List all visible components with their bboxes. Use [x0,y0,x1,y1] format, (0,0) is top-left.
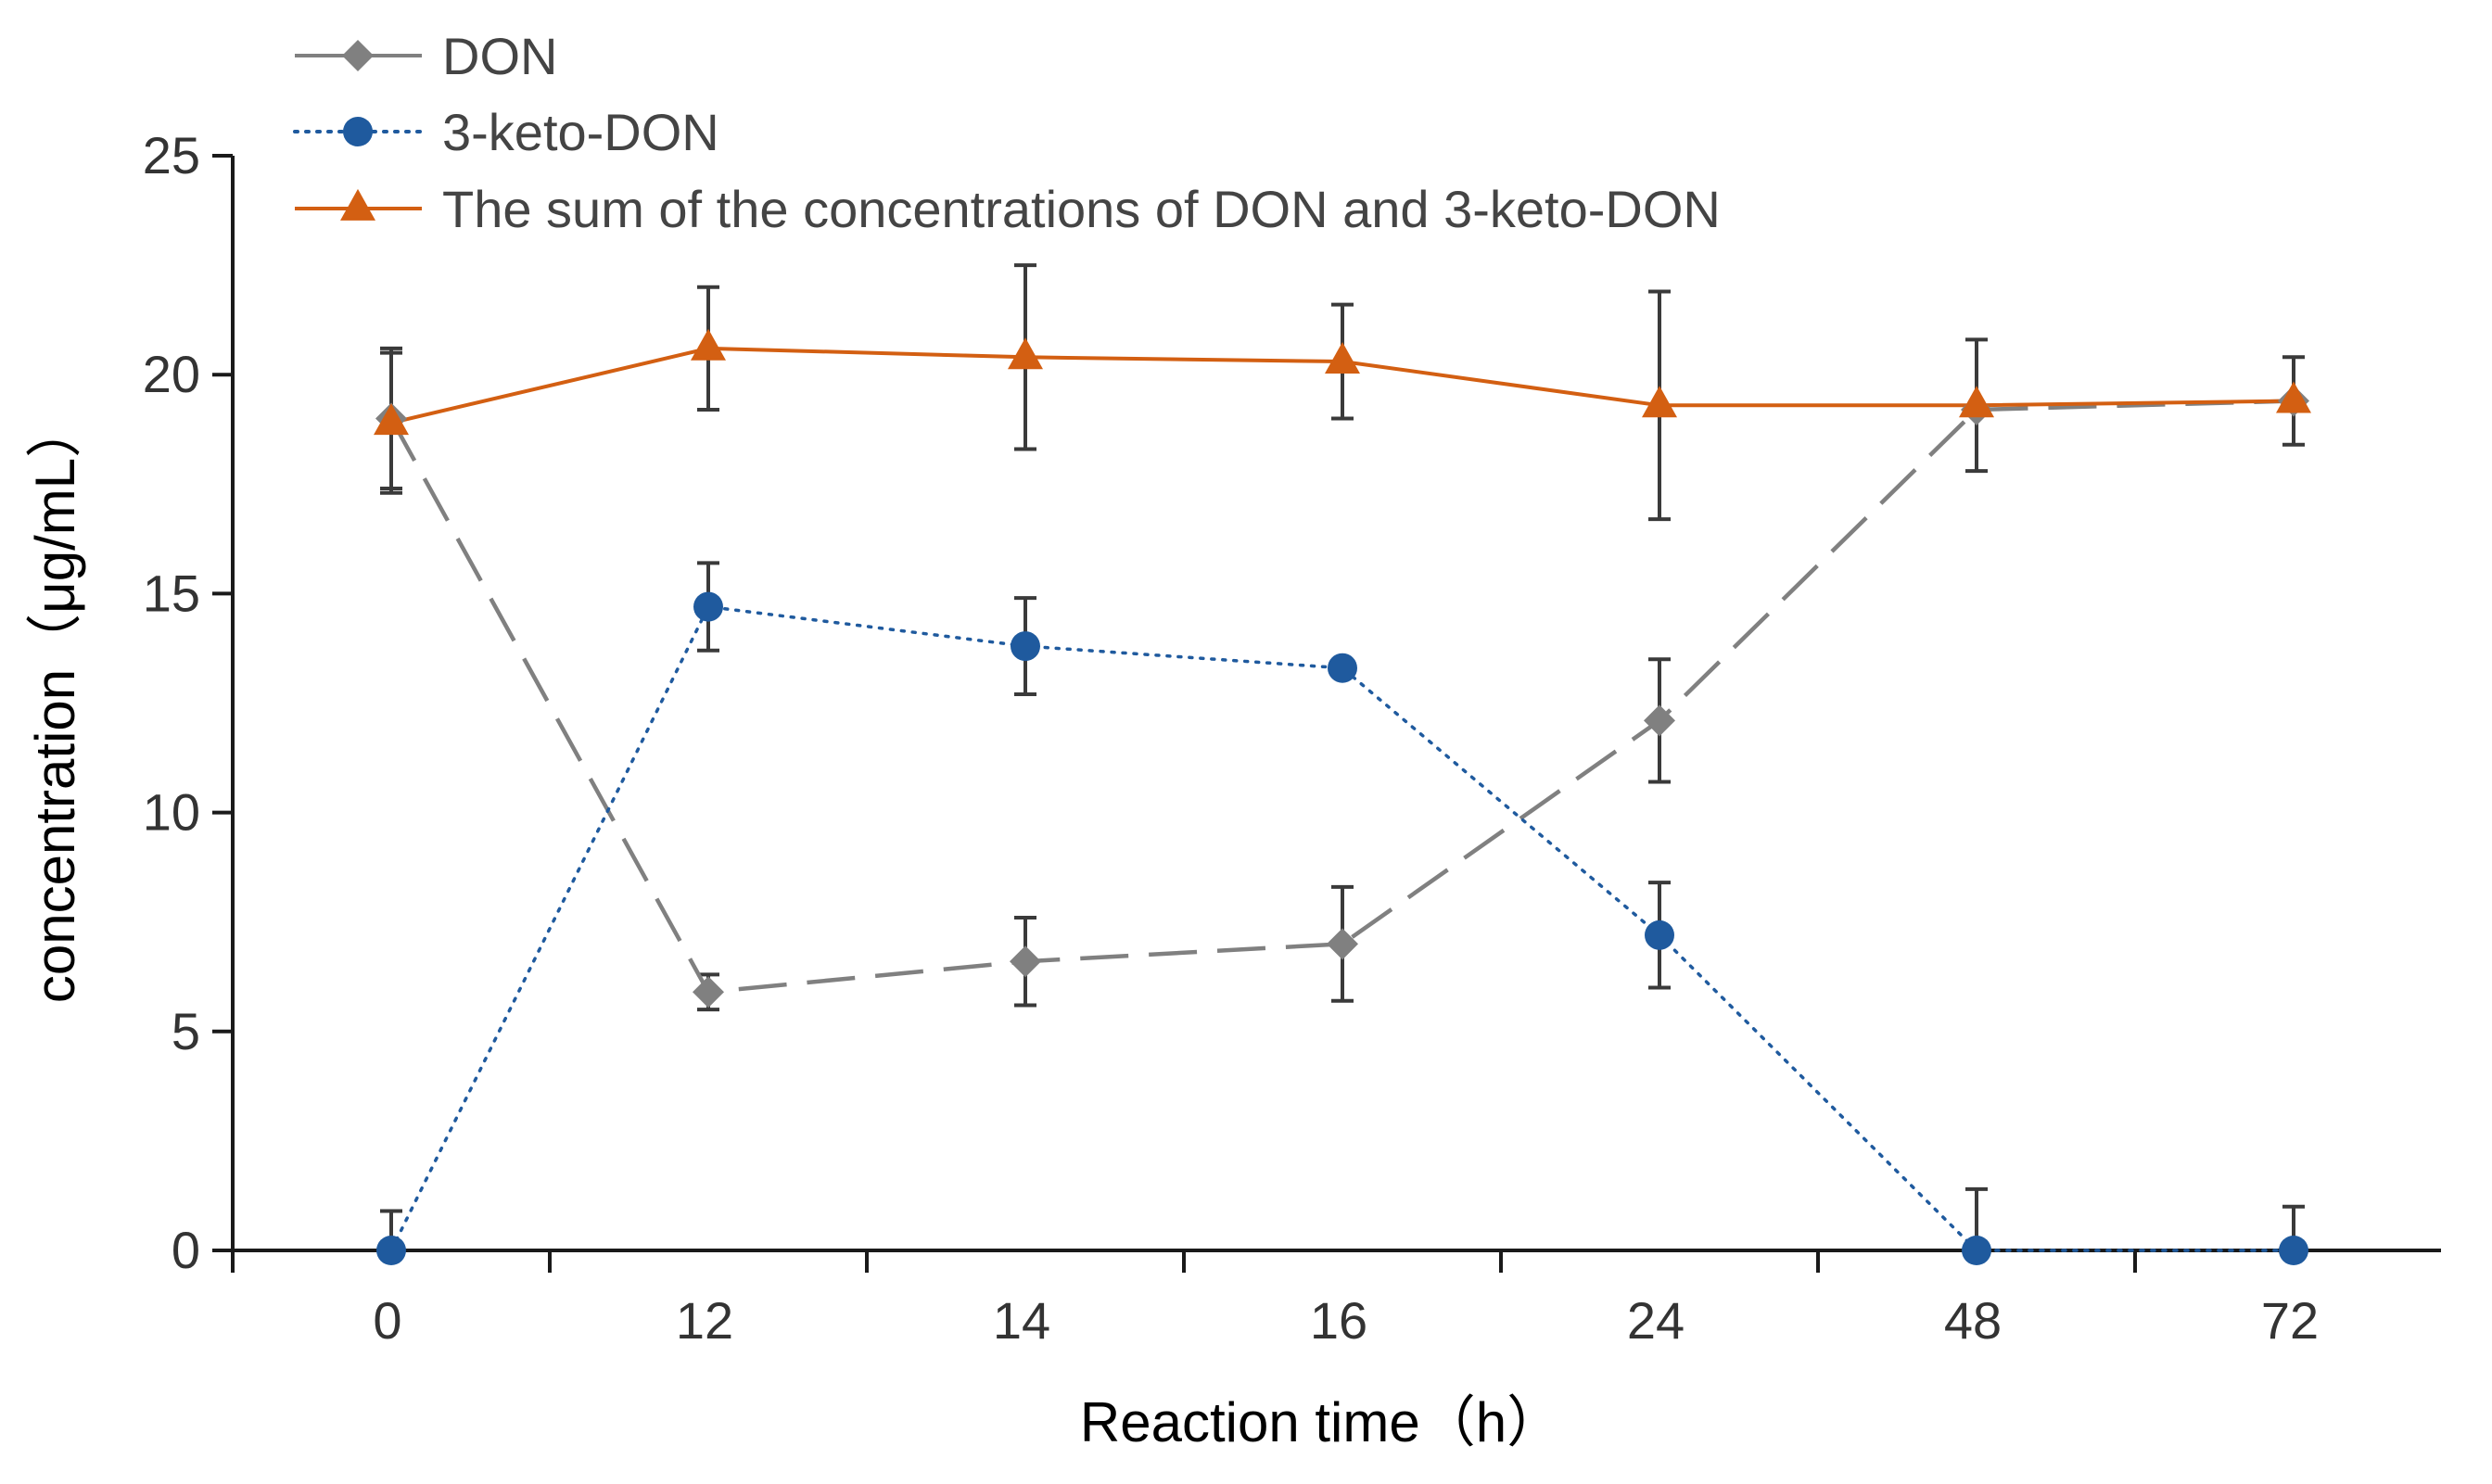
y-tick-label: 0 [172,1221,200,1279]
x-axis-title: Reaction time（h） [1080,1391,1562,1453]
legend-marker [340,188,375,221]
legend-item-keto-don: 3-keto-DON [293,103,719,161]
x-tick-label: 16 [1310,1291,1367,1350]
x-tick-label: 12 [676,1291,733,1350]
data-point-keto-don [1962,1236,1991,1265]
data-point-sum [1959,386,1994,418]
data-point-keto-don [693,591,723,622]
legend-item-sum: The sum of the concentrations of DON and… [295,180,1721,238]
y-tick-label: 15 [143,564,200,622]
legend-item-don: DON [295,27,557,85]
data-point-keto-don [376,1236,406,1265]
series-layer [374,263,2311,1265]
data-point-don [1010,945,1041,978]
data-point-don [1327,928,1358,960]
x-tick-label: 24 [1627,1291,1685,1350]
x-ticks: 0 12 14 16 24 48 72 [231,1250,2319,1350]
data-point-keto-don [1011,631,1040,662]
legend: DON 3-keto-DON The sum of the concentratio… [293,27,1721,238]
y-tick-label: 25 [143,126,200,184]
legend-label: The sum of the concentrations of DON and… [442,180,1721,238]
x-tick-label: 14 [993,1291,1050,1350]
x-tick-label: 48 [1944,1291,2002,1350]
data-point-keto-don [1645,920,1674,950]
markers-sum [374,328,2311,436]
data-point-don [693,976,724,1008]
x-tick-label: 72 [2261,1291,2319,1350]
data-point-sum [1642,386,1677,418]
y-tick-label: 20 [143,345,200,403]
y-ticks: 0 5 10 15 20 25 [143,126,233,1279]
data-point-keto-don [1328,653,1357,683]
data-point-sum [1325,341,1360,374]
y-tick-label: 5 [172,1002,200,1060]
x-tick-label: 0 [373,1291,401,1350]
data-point-sum [1008,337,1043,370]
legend-marker [343,117,373,146]
legend-marker [342,40,374,71]
legend-label: 3-keto-DON [442,103,719,161]
y-axis-title: concentration（μg/mL） [24,402,86,1003]
data-point-sum [691,328,726,361]
data-point-sum [374,403,409,436]
markers-keto-don [376,591,2308,1265]
y-tick-label: 10 [143,783,200,842]
data-point-sum [2276,381,2311,413]
data-point-keto-don [2279,1236,2308,1265]
legend-label: DON [442,27,557,85]
data-point-don [1644,704,1675,737]
